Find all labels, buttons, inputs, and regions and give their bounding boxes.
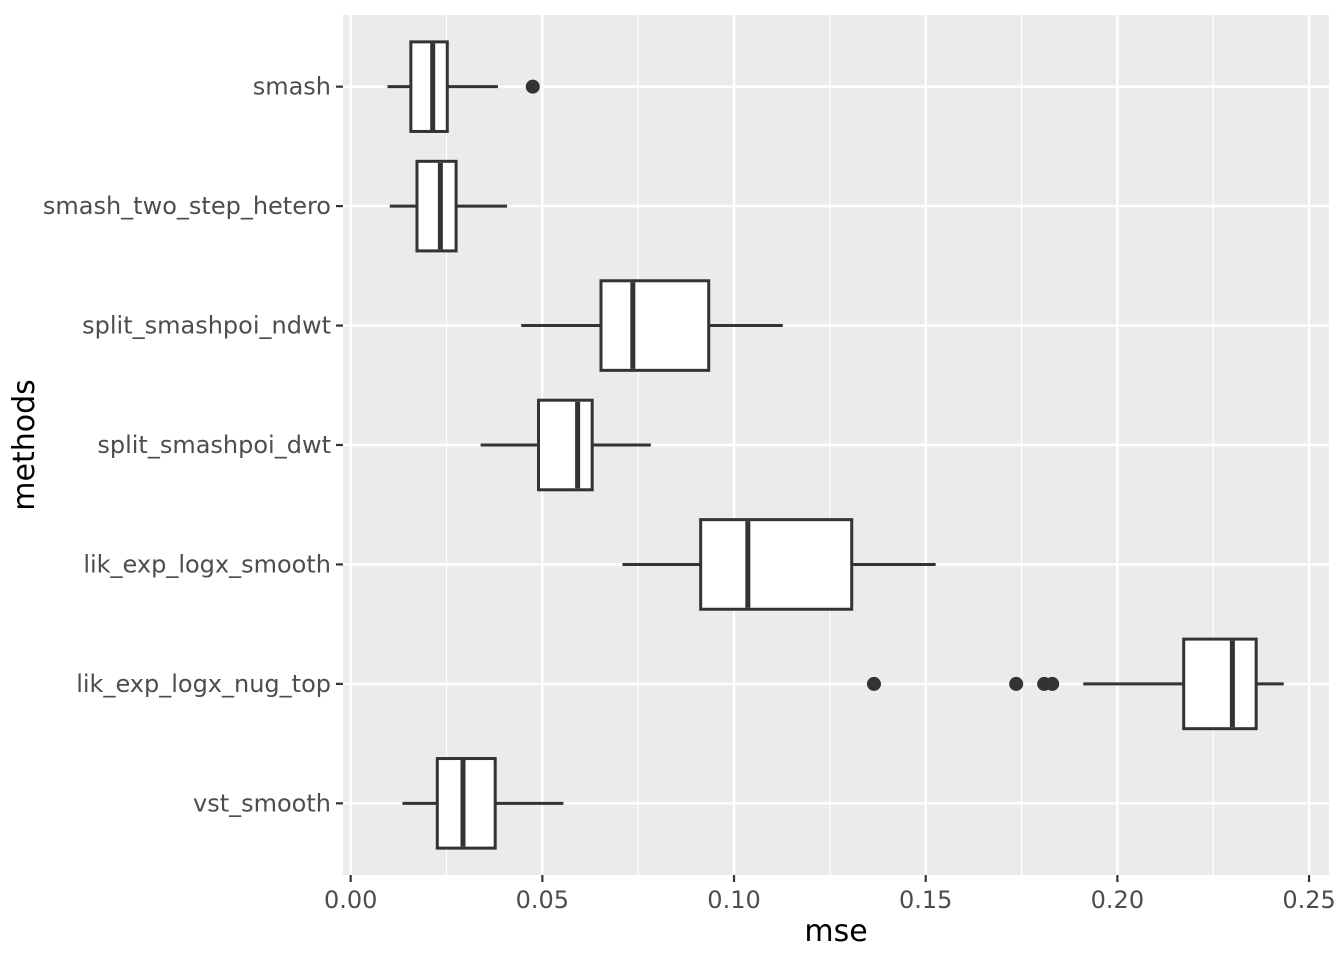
boxplot-box: [699, 518, 854, 611]
y-tick-label: split_smashpoi_dwt: [97, 431, 331, 459]
x-tick-label: 0.20: [1091, 886, 1144, 914]
x-tick-label: 0.00: [324, 886, 377, 914]
y-tick-label: smash: [253, 73, 331, 101]
outlier-point: [1009, 676, 1024, 691]
x-axis-title: mse: [804, 914, 867, 949]
y-tick-label: split_smashpoi_ndwt: [82, 312, 331, 340]
outlier-point: [866, 676, 881, 691]
boxplot-box: [415, 159, 458, 253]
boxplot-box: [599, 279, 711, 372]
y-tick-label: vst_smooth: [193, 789, 331, 817]
y-tick-label: lik_exp_logx_nug_top: [76, 670, 331, 698]
x-tick-label: 0.05: [516, 886, 569, 914]
x-tick-label: 0.25: [1282, 886, 1335, 914]
y-tick-label: lik_exp_logx_smooth: [83, 550, 331, 578]
boxplot-box: [537, 398, 594, 492]
x-tick-label: 0.10: [707, 886, 760, 914]
y-tick-label: smash_two_step_hetero: [43, 192, 331, 220]
outlier-point: [1045, 676, 1060, 691]
x-tick-label: 0.15: [899, 886, 952, 914]
boxplot-box: [1182, 637, 1258, 731]
boxplot-box: [435, 757, 497, 850]
y-axis-title: methods: [7, 379, 42, 510]
outlier-point: [525, 79, 540, 94]
boxplot-box: [409, 40, 449, 133]
